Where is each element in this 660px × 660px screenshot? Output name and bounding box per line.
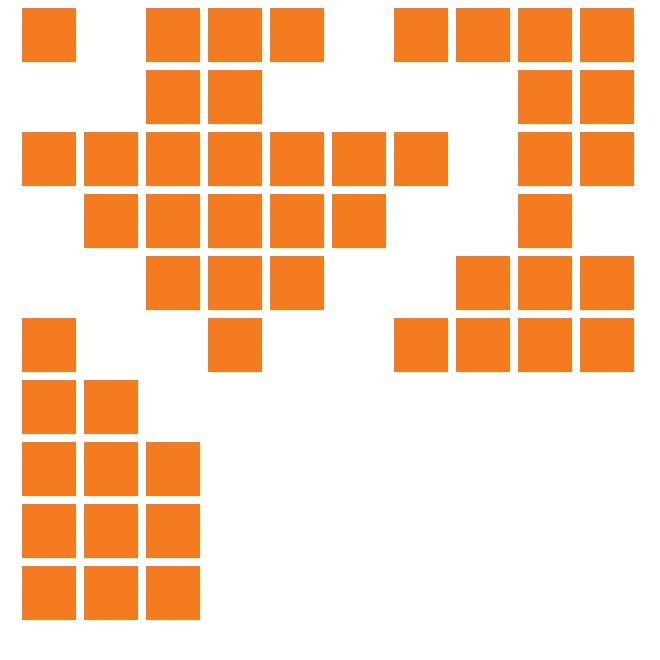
grid-cell <box>84 504 138 558</box>
grid-cell <box>394 8 448 62</box>
grid-cell <box>270 194 324 248</box>
grid-cell <box>22 8 76 62</box>
grid-cell <box>146 256 200 310</box>
grid-cell <box>22 318 76 372</box>
grid-cell <box>394 132 448 186</box>
grid-cell <box>208 194 262 248</box>
pixel-grid <box>0 0 660 660</box>
grid-cell <box>22 132 76 186</box>
grid-cell <box>22 504 76 558</box>
grid-cell <box>22 380 76 434</box>
grid-cell <box>208 318 262 372</box>
grid-cell <box>270 132 324 186</box>
grid-cell <box>270 8 324 62</box>
grid-cell <box>84 194 138 248</box>
grid-cell <box>146 566 200 620</box>
grid-cell <box>518 256 572 310</box>
grid-cell <box>84 132 138 186</box>
grid-cell <box>208 132 262 186</box>
grid-cell <box>146 442 200 496</box>
grid-cell <box>456 256 510 310</box>
grid-cell <box>518 194 572 248</box>
grid-cell <box>208 256 262 310</box>
grid-cell <box>84 566 138 620</box>
grid-cell <box>146 8 200 62</box>
grid-cell <box>84 380 138 434</box>
grid-cell <box>22 566 76 620</box>
grid-cell <box>518 318 572 372</box>
grid-cell <box>146 132 200 186</box>
grid-cell <box>270 256 324 310</box>
grid-cell <box>456 318 510 372</box>
grid-cell <box>208 70 262 124</box>
grid-cell <box>146 504 200 558</box>
grid-cell <box>146 194 200 248</box>
grid-cell <box>580 8 634 62</box>
grid-cell <box>518 132 572 186</box>
grid-cell <box>84 442 138 496</box>
grid-cell <box>332 132 386 186</box>
grid-cell <box>518 8 572 62</box>
grid-cell <box>580 256 634 310</box>
grid-cell <box>580 70 634 124</box>
grid-cell <box>22 442 76 496</box>
grid-cell <box>394 318 448 372</box>
grid-cell <box>456 8 510 62</box>
grid-cell <box>580 132 634 186</box>
grid-cell <box>332 194 386 248</box>
grid-cell <box>146 70 200 124</box>
grid-cell <box>518 70 572 124</box>
grid-cell <box>580 318 634 372</box>
grid-cell <box>208 8 262 62</box>
